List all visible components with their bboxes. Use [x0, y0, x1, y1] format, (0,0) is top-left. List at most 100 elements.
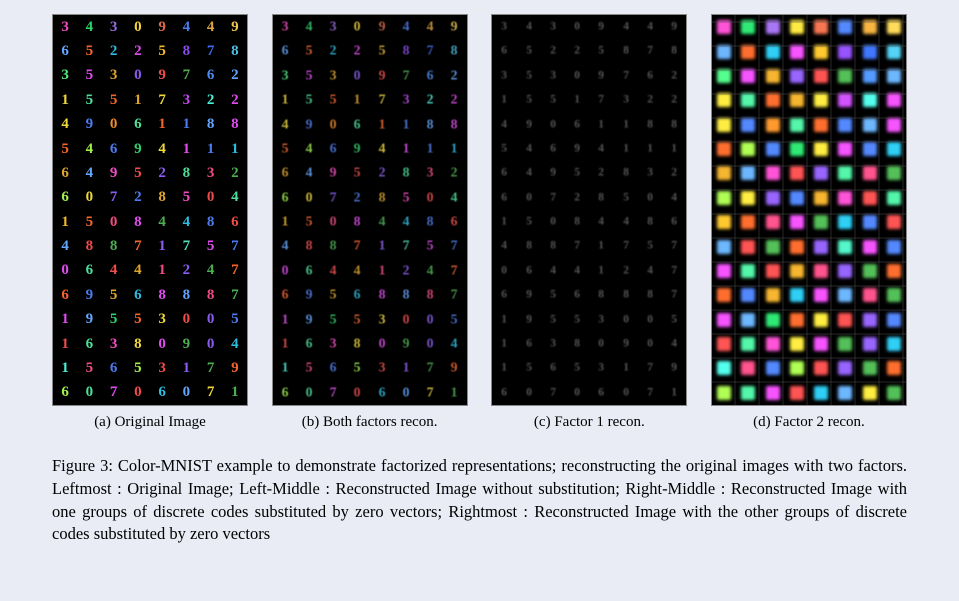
panel-a: 3430944965225878353097621551732249061188… [52, 14, 248, 431]
digit-cell: 1 [150, 259, 174, 283]
digit-cell: 6 [371, 382, 393, 404]
digit-cell [857, 15, 881, 39]
digit-cell: 4 [395, 16, 417, 38]
digit-cell: 0 [567, 383, 587, 403]
digit-cell: 3 [322, 65, 344, 87]
digit-cell: 9 [223, 356, 247, 380]
digit-cell [809, 234, 833, 258]
digit-cell: 9 [664, 358, 684, 378]
digit-cell: 8 [419, 284, 441, 306]
digit-cell: 3 [53, 64, 77, 88]
digit-cell [882, 88, 906, 112]
digit-cell: 4 [616, 17, 636, 37]
digit-cell: 1 [494, 212, 514, 232]
digit-cell: 9 [543, 163, 563, 183]
digit-cell [712, 356, 736, 380]
digit-cell [760, 259, 784, 283]
digit-cell: 1 [274, 89, 296, 111]
digit-cell: 4 [640, 261, 660, 281]
digit-cell: 0 [102, 113, 126, 137]
digit-cell: 7 [443, 284, 465, 306]
digit-cell: 1 [371, 235, 393, 257]
digit-cell: 3 [616, 90, 636, 110]
digit-cell: 7 [174, 234, 198, 258]
digit-cell: 1 [346, 89, 368, 111]
digit-cell: 7 [664, 237, 684, 257]
figure-caption: Figure 3: Color-MNIST example to demonst… [52, 455, 907, 546]
digit-cell: 1 [150, 113, 174, 137]
digit-cell: 5 [322, 284, 344, 306]
digit-cell: 4 [591, 212, 611, 232]
digit-cell: 5 [443, 308, 465, 330]
digit-cell: 6 [664, 212, 684, 232]
digit-cell [785, 210, 809, 234]
digit-cell: 1 [274, 357, 296, 379]
digit-cell [785, 113, 809, 137]
digit-cell: 2 [126, 39, 150, 63]
digit-cell [857, 186, 881, 210]
digit-cell: 9 [346, 138, 368, 160]
digit-cell: 8 [640, 285, 660, 305]
digit-cell: 6 [567, 285, 587, 305]
digit-cell: 4 [494, 115, 514, 135]
digit-cell [809, 113, 833, 137]
digit-cell: 7 [199, 39, 223, 63]
digit-cell: 8 [443, 40, 465, 62]
paper-region: 3430944965225878353097621551732249061188… [0, 14, 959, 601]
digit-cell: 2 [322, 40, 344, 62]
digit-cell: 9 [298, 113, 320, 135]
digit-cell: 7 [640, 358, 660, 378]
digit-cell: 0 [616, 383, 636, 403]
digit-cell [857, 381, 881, 405]
digit-cell [882, 113, 906, 137]
digit-cell: 0 [322, 113, 344, 135]
digit-cell: 4 [371, 138, 393, 160]
digit-cell: 6 [77, 259, 101, 283]
digit-cell [833, 259, 857, 283]
digit-cell: 5 [519, 358, 539, 378]
digit-cell: 1 [494, 310, 514, 330]
digit-cell: 0 [419, 187, 441, 209]
digit-cell [857, 283, 881, 307]
digit-cell: 4 [199, 15, 223, 39]
digit-cell: 4 [640, 17, 660, 37]
digit-cell: 6 [77, 332, 101, 356]
digit-cell: 6 [346, 284, 368, 306]
digit-cell [712, 259, 736, 283]
digit-cell: 5 [298, 40, 320, 62]
digit-cell: 5 [519, 42, 539, 62]
digit-cell: 1 [494, 90, 514, 110]
digit-cell [857, 234, 881, 258]
panel-d: (d) Factor 2 recon. [711, 14, 907, 431]
digit-cell [736, 234, 760, 258]
digit-cell: 1 [494, 358, 514, 378]
digit-cell: 6 [199, 64, 223, 88]
digit-cell: 7 [443, 235, 465, 257]
digit-cell: 8 [223, 39, 247, 63]
digit-cell [736, 259, 760, 283]
digit-cell [809, 356, 833, 380]
subcaption-c: (c) Factor 1 recon. [534, 414, 645, 431]
digit-cell: 5 [567, 163, 587, 183]
digit-cell: 8 [298, 235, 320, 257]
digit-cell [833, 113, 857, 137]
digit-cell: 5 [174, 186, 198, 210]
digit-cell: 1 [150, 234, 174, 258]
digit-cell: 1 [53, 356, 77, 380]
digit-cell: 0 [53, 259, 77, 283]
digit-cell: 5 [77, 39, 101, 63]
digit-cell [882, 234, 906, 258]
digit-cell [760, 15, 784, 39]
digit-cell: 1 [443, 382, 465, 404]
digit-cell: 4 [664, 188, 684, 208]
digit-cell: 3 [395, 89, 417, 111]
digit-cell: 6 [53, 39, 77, 63]
digit-cell: 5 [102, 308, 126, 332]
digit-cell: 8 [102, 234, 126, 258]
digit-cell: 0 [395, 308, 417, 330]
digit-cell: 5 [543, 310, 563, 330]
digit-cell: 1 [274, 333, 296, 355]
digit-cell: 2 [371, 162, 393, 184]
digit-cell: 9 [664, 17, 684, 37]
digit-cell: 3 [640, 163, 660, 183]
